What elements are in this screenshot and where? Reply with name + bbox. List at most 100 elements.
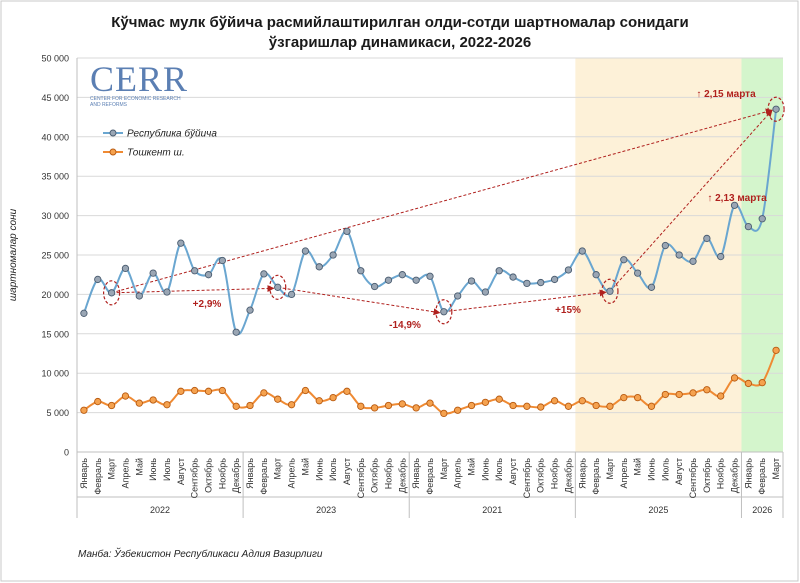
data-point-tashkent [606, 402, 614, 410]
data-point-tashkent [135, 399, 143, 407]
legend-marker-tashkent [109, 148, 117, 156]
y-tick-label: 0 [64, 448, 69, 458]
data-point-republic [177, 239, 185, 247]
data-point-republic [232, 328, 240, 336]
x-tick-label: Март [771, 458, 781, 480]
x-tick-label: Ноябрь [383, 458, 393, 490]
data-point-republic [578, 247, 586, 255]
data-point-republic [730, 201, 739, 210]
data-point-republic [509, 273, 517, 281]
y-tick-label: 40 000 [41, 132, 69, 142]
data-point-tashkent [163, 401, 171, 409]
x-tick-label: Октябрь [370, 458, 380, 493]
x-tick-label: Сентябрь [190, 458, 200, 499]
data-point-republic [149, 269, 157, 277]
x-tick-label: Апрель [287, 458, 297, 489]
data-point-republic [495, 267, 503, 275]
x-tick-label: Март [107, 458, 117, 480]
data-point-tashkent [218, 386, 227, 395]
data-point-tashkent [661, 390, 669, 399]
x-tick-label: Август [176, 458, 186, 485]
data-point-republic [647, 283, 656, 291]
data-point-republic [564, 266, 573, 274]
annotation-label: +2,9% [193, 299, 222, 310]
x-tick-label: Сентябрь [356, 458, 366, 499]
data-point-tashkent [412, 404, 420, 412]
data-point-republic [191, 267, 199, 275]
data-point-tashkent [744, 379, 753, 388]
data-point-tashkent [564, 402, 573, 410]
data-point-tashkent [633, 393, 642, 402]
x-tick-label: Апрель [120, 458, 130, 489]
data-point-tashkent [107, 401, 116, 410]
cerr-logo-text: CERR [90, 59, 189, 99]
data-point-tashkent [94, 397, 102, 406]
data-point-republic [260, 270, 268, 278]
data-point-republic [343, 227, 351, 236]
data-point-tashkent [550, 397, 559, 405]
x-tick-label: Январь [411, 458, 421, 489]
data-point-tashkent [177, 387, 185, 395]
data-point-tashkent [689, 389, 697, 397]
year-label: 2022 [150, 505, 170, 515]
y-tick-label: 25 000 [41, 251, 69, 261]
x-tick-label: Сентябрь [522, 458, 532, 499]
chart-title-line-1: Кўчмас мулк бўйича расмийлаштирилган олд… [111, 14, 689, 31]
x-tick-label: Май [467, 458, 477, 476]
x-tick-label: Февраль [591, 458, 601, 495]
x-tick-label: Январь [577, 458, 587, 489]
data-point-tashkent [204, 387, 213, 395]
data-point-republic [426, 272, 434, 280]
x-tick-label: Февраль [425, 458, 435, 495]
data-point-republic [606, 287, 614, 295]
x-tick-label: Апрель [619, 458, 629, 489]
legend-marker-republic [109, 129, 117, 137]
y-tick-label: 10 000 [41, 369, 69, 379]
annotation-arrow-2022-2023 [111, 284, 275, 294]
x-tick-label: Сентябрь [688, 458, 698, 499]
annotation-arrow-2024-2025 [443, 289, 607, 313]
annotation-arrow-2025-2026 [609, 109, 773, 292]
x-tick-label: Март [273, 458, 283, 480]
x-tick-label: Август [674, 458, 684, 485]
x-tick-label: Февраль [93, 458, 103, 495]
data-point-tashkent [647, 402, 656, 410]
x-tick-label: Ноябрь [550, 458, 560, 490]
x-tick-label: Декабрь [397, 458, 407, 493]
data-point-tashkent [717, 392, 725, 400]
data-point-republic [412, 276, 420, 284]
year-label: 2021 [482, 505, 502, 515]
data-point-tashkent [426, 399, 434, 407]
data-point-tashkent [592, 401, 600, 410]
data-point-republic [218, 256, 227, 265]
data-point-republic [287, 290, 296, 299]
data-point-tashkent [523, 402, 531, 410]
data-point-republic [135, 292, 143, 300]
x-tick-label: Июль [328, 458, 338, 481]
data-point-republic [107, 289, 116, 297]
y-tick-label: 5 000 [46, 408, 69, 418]
data-point-tashkent [620, 393, 628, 402]
annotation-label: +15% [555, 305, 581, 316]
x-tick-label: Ноябрь [217, 458, 227, 490]
x-tick-label: Октябрь [204, 458, 214, 493]
data-point-republic [772, 105, 780, 113]
x-tick-label: Июнь [646, 458, 656, 481]
data-point-republic [467, 277, 476, 285]
highlight-ellipse [435, 299, 453, 325]
y-tick-label: 50 000 [41, 54, 69, 64]
data-point-republic [454, 292, 462, 300]
x-tick-label: Февраль [757, 458, 767, 495]
data-point-tashkent [467, 401, 476, 410]
data-point-republic [620, 256, 628, 264]
data-point-tashkent [384, 401, 393, 410]
x-tick-label: Июнь [480, 458, 490, 481]
data-point-tashkent [398, 400, 406, 408]
cerr-logo: CERR CENTER FOR ECONOMIC RESEARCH AND RE… [90, 59, 189, 108]
chart-title-line-2: ўзгаришлар динамикаси, 2022-2026 [268, 34, 532, 51]
data-point-tashkent [537, 403, 545, 411]
data-point-republic [121, 264, 130, 273]
x-tick-label: Март [605, 458, 615, 480]
highlight-ellipse [103, 280, 121, 306]
